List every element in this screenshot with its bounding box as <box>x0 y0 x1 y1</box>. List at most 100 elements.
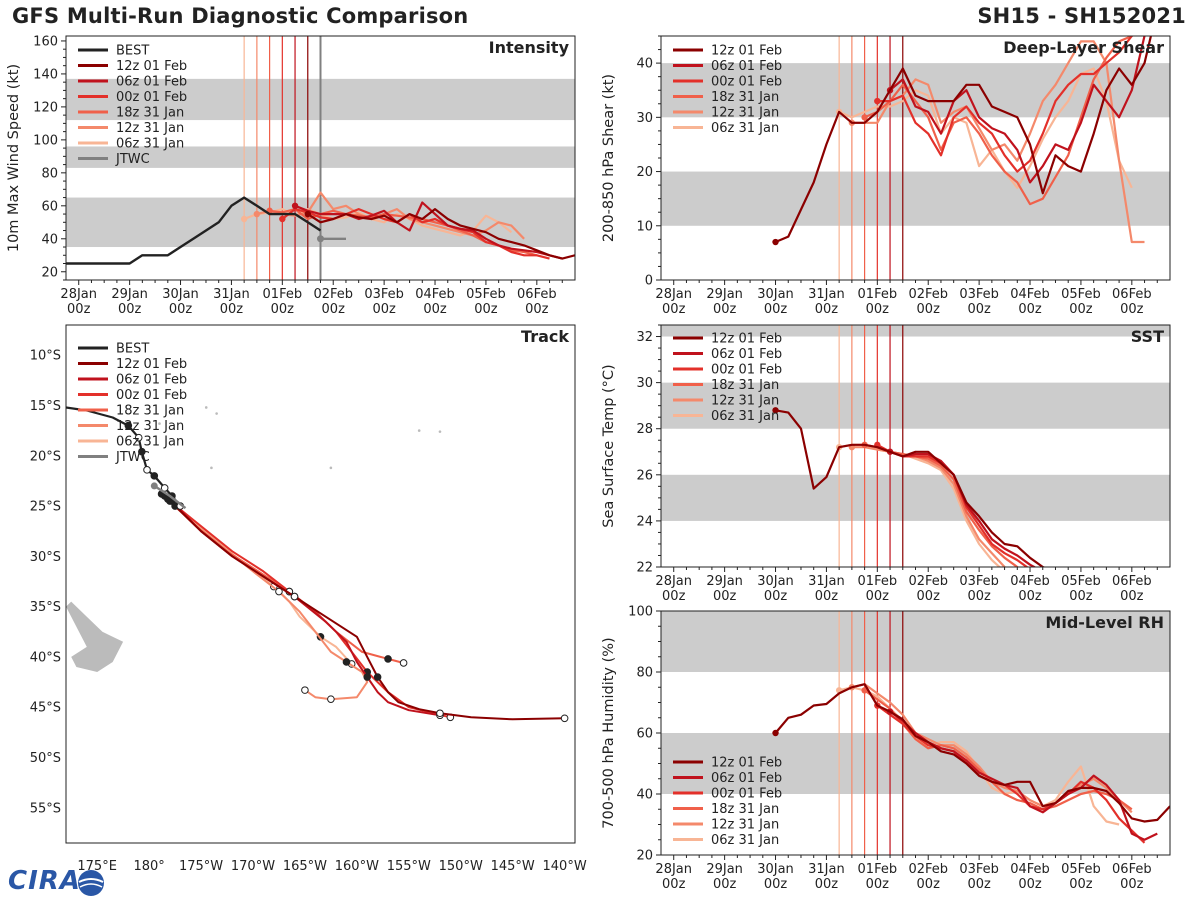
lon-tick-label: 170°W <box>231 859 275 874</box>
y-tick-label: 20 <box>636 849 653 864</box>
lat-tick-label: 25°S <box>30 500 61 515</box>
legend-label: 12z 01 Feb <box>711 332 782 347</box>
x-tick-label: 03Feb <box>959 574 999 589</box>
series-line <box>775 36 1153 244</box>
x-tick-sublabel: 00z <box>662 302 686 317</box>
legend-label: 00z 01 Feb <box>711 363 782 378</box>
cira-logo-text: CIRA <box>8 866 81 896</box>
y-tick-label: 0 <box>645 274 653 289</box>
x-tick-sublabel: 00z <box>866 302 890 317</box>
x-tick-label: 03Feb <box>364 287 404 302</box>
plot-area-shear <box>661 36 1170 280</box>
x-tick-label: 06Feb <box>1112 287 1152 302</box>
x-tick-sublabel: 00z <box>1069 589 1093 604</box>
x-tick-sublabel: 00z <box>967 589 991 604</box>
legend-label: 06z 01 Feb <box>711 771 782 786</box>
x-tick-label: 30Jan <box>757 574 794 589</box>
legend-label: 00z 01 Feb <box>711 787 782 802</box>
legend-label: 12z 01 Feb <box>116 357 187 372</box>
legend-label: 06z 31 Jan <box>711 409 779 424</box>
legend-label: JTWC <box>115 152 150 167</box>
track-marker <box>327 695 335 703</box>
x-tick-label: 31Jan <box>213 287 250 302</box>
x-tick-sublabel: 00z <box>815 302 839 317</box>
panel-title: Intensity <box>489 38 570 57</box>
y-tick-label: 100 <box>33 133 58 148</box>
x-tick-label: 29Jan <box>706 287 743 302</box>
x-tick-label: 29Jan <box>111 287 148 302</box>
land-island <box>417 429 421 432</box>
track-line <box>171 500 441 717</box>
y-tick-label: 60 <box>636 727 653 742</box>
legend-label: 12z 31 Jan <box>116 419 184 434</box>
best-line <box>66 196 322 265</box>
y-tick-label: 20 <box>41 265 58 280</box>
lon-tick-label: 155°W <box>387 859 431 874</box>
chart-rh: 2040608010028Jan00z29Jan00z30Jan00z31Jan… <box>601 605 1171 892</box>
plot-area-intensity <box>66 36 575 280</box>
gray-band <box>661 382 1170 429</box>
x-tick-sublabel: 00z <box>713 589 737 604</box>
figure-title: GFS Multi-Run Diagnostic Comparison <box>12 4 469 28</box>
x-tick-label: 04Feb <box>1010 862 1050 877</box>
y-tick-label: 120 <box>33 100 58 115</box>
track-marker <box>290 592 299 601</box>
gray-band <box>661 611 1170 672</box>
track-marker <box>301 686 309 694</box>
x-tick-sublabel: 00z <box>322 302 346 317</box>
x-tick-label: 01Feb <box>858 574 898 589</box>
x-tick-label: 04Feb <box>415 287 455 302</box>
x-tick-sublabel: 00z <box>525 302 549 317</box>
legend-label: 06z 01 Feb <box>116 373 187 388</box>
track-marker <box>342 658 351 666</box>
x-tick-sublabel: 00z <box>474 302 498 317</box>
y-axis-label: 10m Max Wind Speed (kt) <box>6 64 22 252</box>
series-line <box>863 689 1133 811</box>
track-marker <box>373 673 382 681</box>
y-tick-label: 100 <box>628 605 653 620</box>
chart-sst: 22242628303228Jan00z29Jan00z30Jan00z31Ja… <box>601 324 1171 604</box>
legend-label: 18z 31 Jan <box>711 802 779 817</box>
track-marker <box>560 714 569 723</box>
series-line <box>307 208 575 260</box>
x-tick-label: 31Jan <box>808 574 845 589</box>
lat-tick-label: 20°S <box>30 449 61 464</box>
land-island <box>438 430 442 433</box>
x-tick-sublabel: 00z <box>764 877 788 892</box>
legend-label: 12z 01 Feb <box>711 756 782 771</box>
series-line <box>877 36 1134 173</box>
x-tick-label: 06Feb <box>517 287 557 302</box>
y-tick-label: 40 <box>41 232 58 247</box>
x-tick-label: 06Feb <box>1112 574 1152 589</box>
best-track-marker <box>143 466 151 474</box>
x-tick-sublabel: 00z <box>764 589 788 604</box>
best-track-marker <box>138 447 146 456</box>
x-tick-sublabel: 00z <box>713 302 737 317</box>
chart-intensity: 2040608010012014016028Jan00z29Jan00z30Ja… <box>6 34 576 317</box>
legend-label: 12z 01 Feb <box>116 59 187 74</box>
series-line <box>294 201 563 260</box>
land-island <box>158 422 161 425</box>
series-line <box>851 446 1007 567</box>
series-init-point <box>253 210 261 218</box>
y-tick-label: 30 <box>636 111 653 126</box>
y-tick-label: 20 <box>636 165 653 180</box>
x-tick-label: 01Feb <box>263 287 303 302</box>
legend-label: 06z 31 Jan <box>711 121 779 136</box>
x-tick-label: 02Feb <box>908 574 948 589</box>
y-tick-label: 80 <box>636 666 653 681</box>
legend-label: 12z 31 Jan <box>116 121 184 136</box>
series-init-point <box>304 210 311 218</box>
x-tick-sublabel: 00z <box>917 302 941 317</box>
series-init-point <box>291 202 299 210</box>
legend-label: 06z 01 Feb <box>711 347 782 362</box>
x-tick-sublabel: 00z <box>866 877 890 892</box>
x-tick-sublabel: 00z <box>1018 589 1042 604</box>
legend-label: 06z 31 Jan <box>116 435 184 450</box>
land-island <box>215 412 218 415</box>
gray-band <box>661 474 1170 521</box>
legend-label: 00z 01 Feb <box>116 388 187 403</box>
best-track-marker <box>134 433 143 442</box>
lat-tick-label: 40°S <box>30 650 61 665</box>
